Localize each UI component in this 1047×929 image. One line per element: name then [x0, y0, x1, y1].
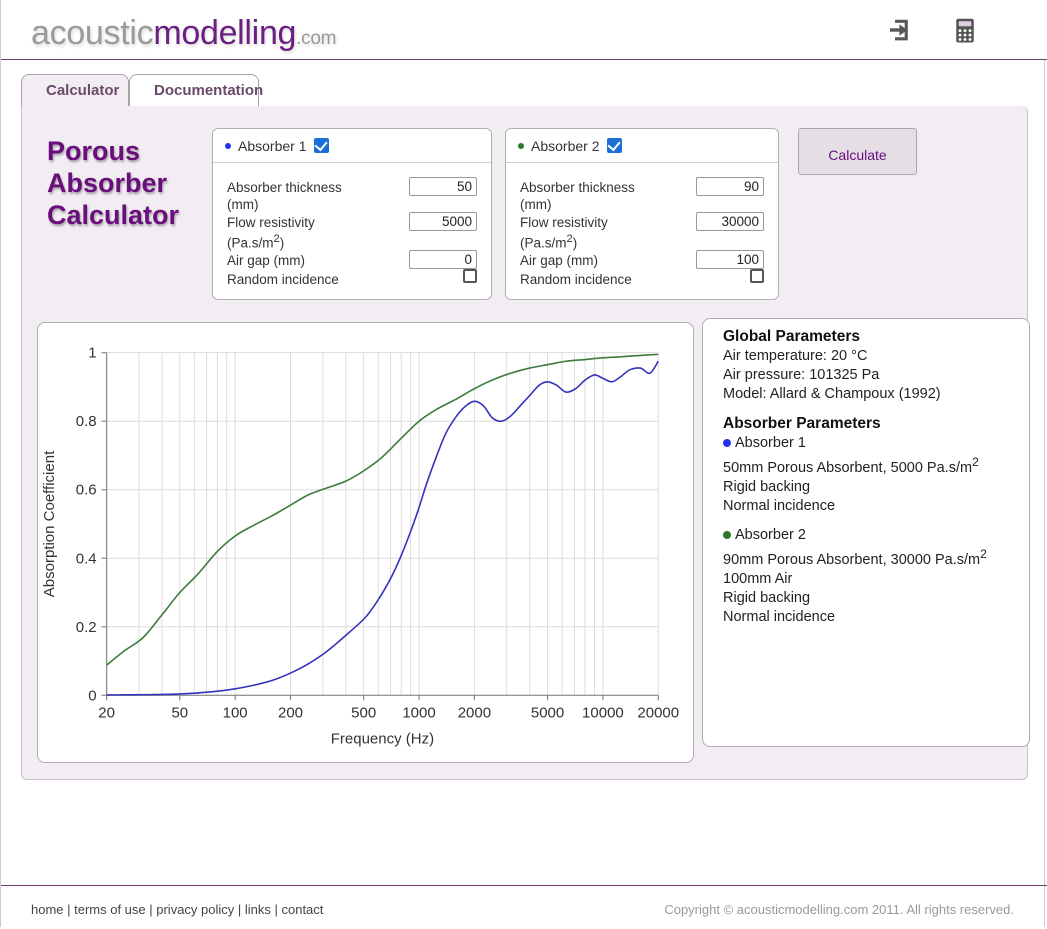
svg-text:0.4: 0.4	[76, 550, 97, 567]
svg-text:20: 20	[98, 704, 115, 721]
svg-text:1000: 1000	[402, 704, 435, 721]
svg-text:Frequency (Hz): Frequency (Hz)	[331, 730, 434, 747]
svg-text:0: 0	[88, 687, 96, 704]
svg-text:2000: 2000	[458, 704, 491, 721]
svg-text:5000: 5000	[531, 704, 564, 721]
svg-text:200: 200	[278, 704, 303, 721]
svg-text:Absorption Coefficient: Absorption Coefficient	[41, 450, 58, 597]
svg-text:1: 1	[88, 345, 96, 362]
svg-text:100: 100	[223, 704, 248, 721]
svg-text:50: 50	[171, 704, 188, 721]
svg-text:500: 500	[351, 704, 376, 721]
svg-text:0.8: 0.8	[76, 413, 97, 430]
svg-text:0.2: 0.2	[76, 619, 97, 636]
svg-text:20000: 20000	[637, 704, 679, 721]
svg-text:0.6: 0.6	[76, 482, 97, 499]
svg-text:10000: 10000	[582, 704, 624, 721]
